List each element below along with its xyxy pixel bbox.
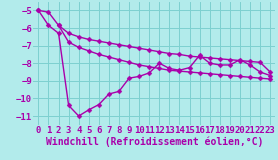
X-axis label: Windchill (Refroidissement éolien,°C): Windchill (Refroidissement éolien,°C) <box>46 137 263 147</box>
